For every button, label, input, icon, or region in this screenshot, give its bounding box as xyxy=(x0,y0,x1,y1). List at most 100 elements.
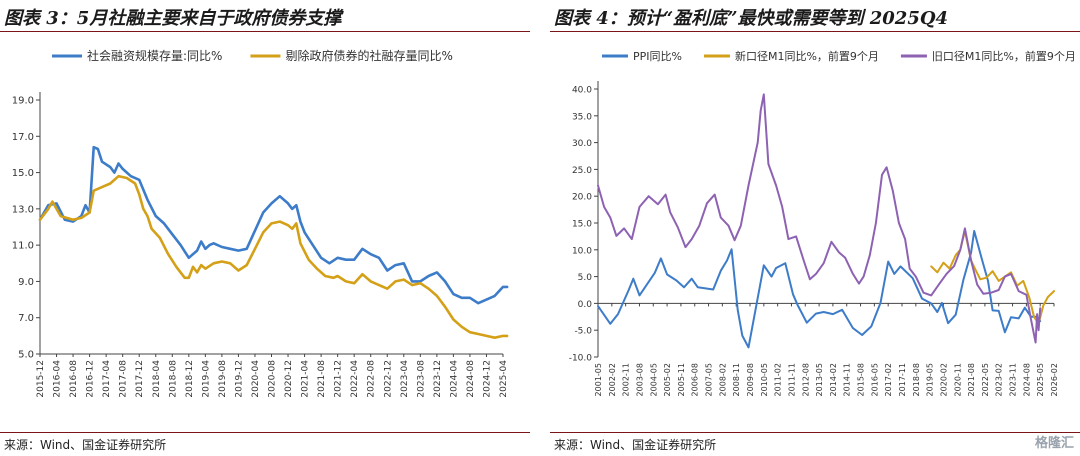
x-tick-label: 2002-11 xyxy=(622,363,631,396)
x-tick-label: 2018-08 xyxy=(912,363,921,396)
y-tick-label: 10.0 xyxy=(572,246,592,256)
x-tick-label: 2024-12 xyxy=(482,360,492,398)
x-tick-label: 2002-02 xyxy=(608,363,617,396)
y-tick-label: 35.0 xyxy=(572,112,592,122)
title-rule xyxy=(0,31,530,32)
x-tick-label: 2023-12 xyxy=(433,360,443,398)
legend-label: PPI同比% xyxy=(633,50,682,63)
x-tick-label: 2019-05 xyxy=(926,363,935,396)
y-tick-label: 9.0 xyxy=(18,277,34,288)
x-tick-label: 2022-12 xyxy=(383,360,393,398)
x-tick-label: 2019-04 xyxy=(201,360,211,398)
x-tick-label: 2007-05 xyxy=(705,363,714,396)
x-tick-label: 2011-02 xyxy=(774,363,783,396)
x-tick-label: 2024-08 xyxy=(1022,363,1031,396)
x-tick-label: 2021-08 xyxy=(967,363,976,396)
x-tick-label: 2014-11 xyxy=(843,363,852,396)
chart-panel-right: 图表 4：预计“盈利底”最快或需要等到 2025Q4 PPI同比% 新口径M1同比… xyxy=(550,0,1080,456)
x-tick-label: 2020-12 xyxy=(284,360,294,398)
x-tick-label: 2012-08 xyxy=(801,363,810,396)
y-tick-label: 15.0 xyxy=(572,220,592,230)
x-tick-label: 2024-04 xyxy=(449,360,459,398)
x-tick-label: 2020-02 xyxy=(939,363,948,396)
x-tick-label: 2001-05 xyxy=(594,363,603,396)
chart-plot-right: PPI同比% 新口径M1同比%，前置9个月 旧口径M1同比%，前置9个月 -10.0 -… xyxy=(569,49,1076,396)
y-tick-label: 20.0 xyxy=(572,193,592,203)
x-tick-label: 2006-08 xyxy=(691,363,700,396)
y-tick-label: -5.0 xyxy=(574,327,592,337)
x-tick-label: 2019-08 xyxy=(218,360,228,398)
x-tick-label: 2026-02 xyxy=(1050,363,1059,396)
y-tick-label: 7.0 xyxy=(18,313,34,324)
x-tick-label: 2022-05 xyxy=(981,363,990,396)
y-tick-label: 0.0 xyxy=(578,300,593,310)
x-tick-label: 2013-05 xyxy=(815,363,824,396)
y-tick-label: 5.0 xyxy=(578,273,593,283)
x-tick-label: 2018-08 xyxy=(168,360,178,398)
x-tick-label: 2019-12 xyxy=(234,360,244,398)
y-tick-label: 5.0 xyxy=(18,350,34,361)
y-tick-label: 19.0 xyxy=(12,96,34,107)
x-tick-label: 2017-02 xyxy=(884,363,893,396)
x-tick-label: 2003-08 xyxy=(635,363,644,396)
chart-panel-left: 图表 3：5月社融主要来自于政府债券支撑 社会融资规模存量:同比% 剔除政府债券的… xyxy=(0,0,530,456)
y-tick-label: 17.0 xyxy=(12,132,34,143)
legend-label: 新口径M1同比%，前置9个月 xyxy=(735,49,879,63)
y-tick-label: 25.0 xyxy=(572,166,592,176)
x-tick-label: 2010-05 xyxy=(760,363,769,396)
x-tick-label: 2020-04 xyxy=(251,360,261,398)
x-tick-label: 2016-04 xyxy=(53,360,63,398)
x-tick-label: 2016-08 xyxy=(69,360,79,398)
x-tick-label: 2023-08 xyxy=(416,360,426,398)
x-tick-label: 2018-12 xyxy=(185,360,195,398)
x-tick-label: 2018-04 xyxy=(152,360,162,398)
series-line xyxy=(597,230,1042,349)
source-rule xyxy=(550,432,1080,433)
series-line xyxy=(38,174,509,339)
x-tick-label: 2020-11 xyxy=(953,363,962,396)
x-tick-label: 2009-08 xyxy=(746,363,755,396)
chart-title: 图表 4：预计“盈利底”最快或需要等到 2025Q4 xyxy=(554,8,949,29)
x-tick-label: 2005-11 xyxy=(677,363,686,396)
x-tick-label: 2017-11 xyxy=(898,363,907,396)
x-tick-label: 2023-04 xyxy=(400,360,410,398)
x-tick-label: 2021-04 xyxy=(301,360,311,398)
chart-title: 图表 3：5月社融主要来自于政府债券支撑 xyxy=(4,8,342,29)
chart-source: 来源：Wind、国金证券研究所 xyxy=(4,438,167,452)
x-tick-label: 2021-12 xyxy=(334,360,344,398)
series-line xyxy=(930,230,1055,325)
series-line xyxy=(38,145,509,305)
x-tick-label: 2015-08 xyxy=(857,363,866,396)
y-tick-label: -10.0 xyxy=(569,354,593,364)
x-tick-label: 2025-04 xyxy=(499,360,509,398)
x-tick-label: 2022-04 xyxy=(350,360,360,398)
x-tick-label: 2016-05 xyxy=(870,363,879,396)
series-line xyxy=(597,93,1042,344)
chart-source: 来源：Wind、国金证券研究所 xyxy=(554,438,717,452)
source-rule xyxy=(0,432,530,433)
x-tick-label: 2023-11 xyxy=(1009,363,1018,396)
x-tick-label: 2005-02 xyxy=(663,363,672,396)
x-tick-label: 2017-12 xyxy=(135,360,145,398)
legend-label: 剔除政府债券的社融存量同比% xyxy=(285,48,452,63)
x-tick-label: 2025-05 xyxy=(1036,363,1045,396)
x-tick-label: 2017-04 xyxy=(102,360,112,398)
x-tick-label: 2011-11 xyxy=(787,363,796,396)
title-rule xyxy=(550,31,1080,32)
x-tick-label: 2024-08 xyxy=(466,360,476,398)
x-tick-label: 2015-12 xyxy=(36,360,46,398)
watermark: 格隆汇 xyxy=(1034,436,1074,451)
x-tick-label: 2023-02 xyxy=(995,363,1004,396)
x-tick-label: 2016-12 xyxy=(86,360,96,398)
chart-plot-left: 社会融资规模存量:同比% 剔除政府债券的社融存量同比% 5.0 7.0 9.0 11.0 1… xyxy=(12,48,509,398)
y-tick-label: 30.0 xyxy=(572,139,592,149)
x-tick-label: 2008-11 xyxy=(732,363,741,396)
y-tick-label: 15.0 xyxy=(12,168,34,179)
x-tick-label: 2008-02 xyxy=(718,363,727,396)
x-tick-label: 2004-05 xyxy=(649,363,658,396)
legend-label: 社会融资规模存量:同比% xyxy=(87,48,222,63)
x-tick-label: 2022-08 xyxy=(367,360,377,398)
x-tick-label: 2020-08 xyxy=(268,360,278,398)
x-tick-label: 2017-08 xyxy=(119,360,129,398)
y-tick-label: 40.0 xyxy=(572,86,592,96)
